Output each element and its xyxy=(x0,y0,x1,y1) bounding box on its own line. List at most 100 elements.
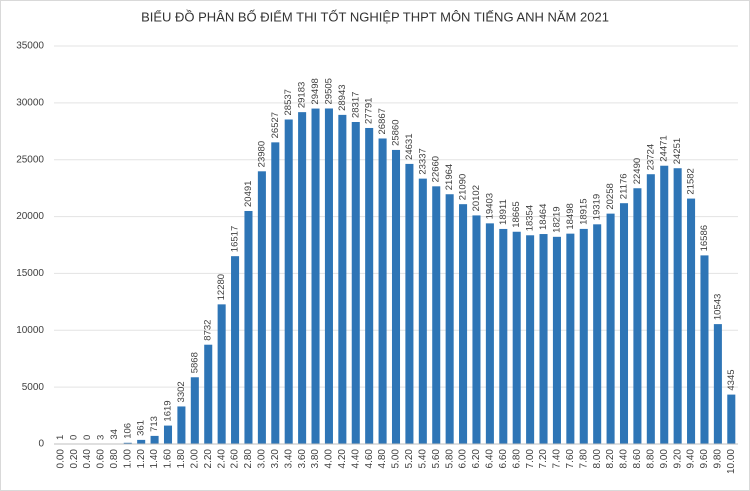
x-tick-label: 1.40 xyxy=(149,449,160,469)
x-tick-label: 0.80 xyxy=(109,449,120,469)
x-tick-label: 7.80 xyxy=(578,449,589,469)
bar xyxy=(432,186,441,444)
value-label: 18498 xyxy=(565,203,576,229)
bar xyxy=(378,138,387,444)
x-tick-label: 0.40 xyxy=(82,449,93,469)
value-label: 19319 xyxy=(592,194,603,220)
value-label: 0 xyxy=(82,435,93,440)
y-tick-label: 30000 xyxy=(16,97,44,108)
bar xyxy=(231,256,240,444)
bar xyxy=(244,210,253,444)
bar xyxy=(311,108,320,444)
x-tick-label: 4.00 xyxy=(324,449,335,469)
value-label: 19403 xyxy=(484,193,495,219)
value-label: 21582 xyxy=(686,168,697,194)
bar xyxy=(190,377,199,444)
bar xyxy=(338,114,347,444)
x-tick-label: 7.60 xyxy=(565,449,576,469)
bar xyxy=(499,228,508,444)
bar xyxy=(150,435,159,444)
x-tick-label: 3.40 xyxy=(283,449,294,469)
bar xyxy=(646,174,655,444)
bar xyxy=(633,188,642,444)
value-label: 106 xyxy=(122,423,133,439)
x-tick-label: 4.20 xyxy=(337,449,348,469)
value-label: 12280 xyxy=(216,274,227,300)
x-tick-label: 7.20 xyxy=(538,449,549,469)
chart-title: BIỂU ĐỒ PHÂN BỐ ĐIỂM THI TỐT NGHIỆP THPT… xyxy=(141,9,609,24)
bar xyxy=(298,112,307,445)
value-label: 16517 xyxy=(230,226,241,252)
value-label: 28317 xyxy=(350,92,361,118)
value-label: 1 xyxy=(55,435,66,440)
x-tick-label: 6.80 xyxy=(511,449,522,469)
x-tick-label: 0.00 xyxy=(55,449,66,469)
bar xyxy=(365,127,374,445)
bar xyxy=(204,344,213,444)
value-label: 25860 xyxy=(391,120,402,146)
y-tick-label: 20000 xyxy=(16,211,44,222)
value-label: 8732 xyxy=(203,320,214,341)
x-tick-label: 8.20 xyxy=(605,449,616,469)
value-label: 18915 xyxy=(578,198,589,224)
y-tick-label: 15000 xyxy=(16,268,44,279)
value-label: 26867 xyxy=(377,108,388,134)
bar xyxy=(123,442,132,444)
value-label: 23337 xyxy=(417,148,428,174)
x-tick-label: 4.40 xyxy=(350,449,361,469)
value-label: 361 xyxy=(136,420,147,436)
x-tick-label: 5.40 xyxy=(417,449,428,469)
bar xyxy=(727,394,736,444)
bar xyxy=(619,203,629,444)
value-label: 23980 xyxy=(256,141,267,167)
x-tick-label: 4.60 xyxy=(364,449,375,469)
bar xyxy=(687,198,696,444)
x-tick-label: 0.20 xyxy=(69,449,80,469)
x-tick-label: 5.80 xyxy=(444,449,455,469)
y-tick-label: 5000 xyxy=(22,382,45,393)
x-tick-label: 6.20 xyxy=(471,449,482,469)
x-tick-label: 8.40 xyxy=(619,449,630,469)
x-tick-label: 2.20 xyxy=(203,449,214,469)
bar xyxy=(485,223,494,444)
bar xyxy=(137,439,146,444)
x-tick-label: 5.00 xyxy=(391,449,402,469)
value-label: 18354 xyxy=(525,205,536,231)
x-tick-label: 1.20 xyxy=(136,449,147,469)
x-tick-label: 2.60 xyxy=(230,449,241,469)
x-tick-label: 10.00 xyxy=(726,449,737,474)
value-label: 4345 xyxy=(726,369,737,390)
bar xyxy=(257,171,266,444)
x-tick-label: 1.80 xyxy=(176,449,187,469)
x-tick-label: 3.80 xyxy=(310,449,321,469)
y-tick-label: 35000 xyxy=(16,41,44,52)
value-label: 5868 xyxy=(189,352,200,373)
value-label: 18665 xyxy=(511,201,522,227)
bar xyxy=(284,119,293,445)
value-label: 1619 xyxy=(163,400,174,421)
x-tick-label: 9.00 xyxy=(659,449,670,469)
value-label: 3 xyxy=(95,435,106,440)
value-label: 18464 xyxy=(538,204,549,230)
x-tick-label: 9.60 xyxy=(699,449,710,469)
x-tick-label: 8.80 xyxy=(645,449,656,469)
bar xyxy=(539,234,548,444)
bar xyxy=(418,178,427,444)
bar xyxy=(163,425,173,444)
x-tick-label: 6.00 xyxy=(458,449,469,469)
bar xyxy=(566,233,575,444)
bar xyxy=(324,108,333,445)
x-tick-label: 3.20 xyxy=(270,449,281,469)
value-label: 16586 xyxy=(699,225,710,251)
x-tick-label: 3.00 xyxy=(257,449,268,469)
x-tick-label: 7.00 xyxy=(525,449,536,469)
bar xyxy=(660,165,669,444)
value-label: 28943 xyxy=(337,84,348,110)
x-tick-label: 1.00 xyxy=(122,449,133,469)
value-label: 23724 xyxy=(645,144,656,170)
x-tick-label: 2.80 xyxy=(243,449,254,469)
value-label: 20258 xyxy=(605,183,616,209)
bar xyxy=(271,142,280,445)
value-label: 18219 xyxy=(551,206,562,232)
